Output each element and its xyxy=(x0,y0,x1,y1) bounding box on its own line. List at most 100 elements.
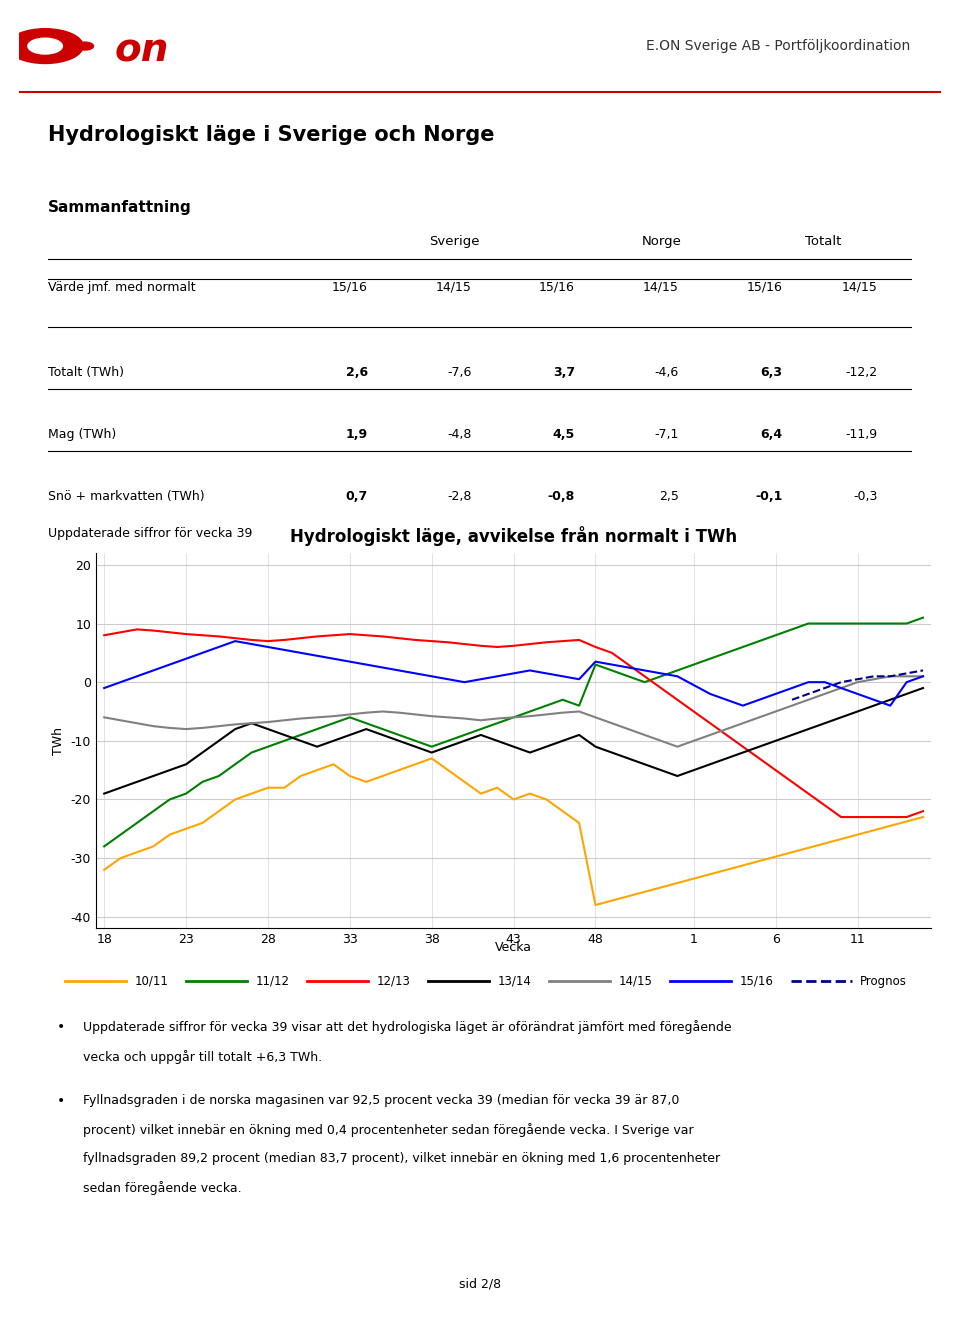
11/12 xyxy=(99,839,110,855)
Text: 14/15: 14/15 xyxy=(436,281,471,294)
12/13 xyxy=(656,680,667,695)
12/13 xyxy=(835,809,847,824)
Text: 12/13: 12/13 xyxy=(376,975,410,988)
10/11 xyxy=(99,861,110,877)
Text: fyllnadsgraden 89,2 procent (median 83,7 procent), vilket innebär en ökning med : fyllnadsgraden 89,2 procent (median 83,7… xyxy=(83,1152,720,1166)
Text: sedan föregående vecka.: sedan föregående vecka. xyxy=(83,1181,241,1196)
Text: 2,5: 2,5 xyxy=(659,490,679,503)
Text: 15/16: 15/16 xyxy=(332,281,368,294)
Prognos xyxy=(900,665,912,681)
13/14 xyxy=(688,763,700,778)
Text: 6,3: 6,3 xyxy=(760,366,782,378)
12/13 xyxy=(99,627,110,643)
14/15 xyxy=(672,739,684,755)
Text: Totalt (TWh): Totalt (TWh) xyxy=(48,366,124,378)
Text: 15/16: 15/16 xyxy=(739,975,773,988)
15/16 xyxy=(656,665,667,681)
14/15 xyxy=(360,705,372,720)
13/14 xyxy=(344,727,355,743)
Text: -11,9: -11,9 xyxy=(846,428,877,441)
Prognos xyxy=(917,662,928,678)
Text: Sverige: Sverige xyxy=(429,236,479,249)
10/11 xyxy=(917,809,928,824)
Text: Prognos: Prognos xyxy=(860,975,907,988)
Text: Sammanfattning: Sammanfattning xyxy=(48,200,192,215)
Text: 10/11: 10/11 xyxy=(134,975,168,988)
14/15 xyxy=(99,710,110,726)
Text: 3,7: 3,7 xyxy=(553,366,575,378)
15/16 xyxy=(360,657,372,673)
14/15 xyxy=(705,727,716,743)
14/15 xyxy=(917,669,928,685)
11/12 xyxy=(344,710,355,726)
Text: 0,7: 0,7 xyxy=(346,490,368,503)
Text: -7,6: -7,6 xyxy=(447,366,471,378)
Text: sid 2/8: sid 2/8 xyxy=(459,1277,501,1291)
12/13 xyxy=(900,809,912,824)
Text: 4,5: 4,5 xyxy=(553,428,575,441)
Text: Norge: Norge xyxy=(641,236,682,249)
Text: Vecka: Vecka xyxy=(495,942,532,954)
Title: Hydrologiskt läge, avvikelse från normalt i TWh: Hydrologiskt läge, avvikelse från normal… xyxy=(290,525,737,547)
15/16 xyxy=(99,680,110,695)
15/16 xyxy=(229,633,241,649)
Circle shape xyxy=(7,29,84,63)
Text: •: • xyxy=(57,1021,65,1034)
13/14 xyxy=(900,686,912,702)
11/12 xyxy=(900,615,912,631)
Text: 2,6: 2,6 xyxy=(346,366,368,378)
15/16 xyxy=(295,645,306,661)
Text: -7,1: -7,1 xyxy=(655,428,679,441)
14/15 xyxy=(344,706,355,722)
10/11 xyxy=(360,774,372,790)
11/12 xyxy=(360,715,372,731)
Text: -0,8: -0,8 xyxy=(548,490,575,503)
10/11 xyxy=(344,768,355,784)
Text: -4,8: -4,8 xyxy=(447,428,471,441)
Text: 14/15: 14/15 xyxy=(643,281,679,294)
13/14 xyxy=(360,722,372,738)
Line: 15/16: 15/16 xyxy=(105,641,923,706)
Text: vecka och uppgår till totalt +6,3 TWh.: vecka och uppgår till totalt +6,3 TWh. xyxy=(83,1050,322,1064)
Text: 14/15: 14/15 xyxy=(842,281,877,294)
10/11 xyxy=(900,814,912,830)
11/12 xyxy=(688,657,700,673)
13/14 xyxy=(278,727,290,743)
11/12 xyxy=(917,610,928,626)
15/16 xyxy=(917,669,928,685)
11/12 xyxy=(638,674,650,690)
14/15 xyxy=(278,712,290,728)
15/16 xyxy=(377,660,389,676)
10/11 xyxy=(426,751,438,766)
Text: Uppdaterade siffror för vecka 39: Uppdaterade siffror för vecka 39 xyxy=(48,527,252,540)
Text: Totalt: Totalt xyxy=(805,236,842,249)
Text: procent) vilket innebär en ökning med 0,4 procentenheter sedan föregående vecka.: procent) vilket innebär en ökning med 0,… xyxy=(83,1122,693,1137)
Text: 15/16: 15/16 xyxy=(540,281,575,294)
11/12 xyxy=(278,732,290,748)
10/11 xyxy=(672,874,684,890)
Text: •: • xyxy=(57,1093,65,1108)
Text: Värde jmf. med normalt: Värde jmf. med normalt xyxy=(48,281,196,294)
14/15 xyxy=(900,669,912,685)
13/14 xyxy=(99,786,110,802)
Text: 6,4: 6,4 xyxy=(760,428,782,441)
15/16 xyxy=(900,674,912,690)
Line: 14/15: 14/15 xyxy=(105,677,923,747)
12/13 xyxy=(360,627,372,643)
Text: 1,9: 1,9 xyxy=(346,428,368,441)
Text: -4,6: -4,6 xyxy=(655,366,679,378)
Text: Fyllnadsgraden i de norska magasinen var 92,5 procent vecka 39 (median för vecka: Fyllnadsgraden i de norska magasinen var… xyxy=(83,1093,679,1106)
Line: 10/11: 10/11 xyxy=(105,759,923,905)
Text: -0,1: -0,1 xyxy=(755,490,782,503)
Line: 13/14: 13/14 xyxy=(105,687,923,794)
12/13 xyxy=(295,631,306,647)
Line: Prognos: Prognos xyxy=(792,670,923,699)
12/13 xyxy=(705,715,716,731)
Text: Hydrologiskt läge i Sverige och Norge: Hydrologiskt läge i Sverige och Norge xyxy=(48,125,494,145)
Y-axis label: TWh: TWh xyxy=(52,727,65,755)
14/15 xyxy=(884,669,896,685)
Text: 11/12: 11/12 xyxy=(255,975,289,988)
Circle shape xyxy=(28,38,62,54)
Text: -0,3: -0,3 xyxy=(853,490,877,503)
Text: 14/15: 14/15 xyxy=(618,975,652,988)
